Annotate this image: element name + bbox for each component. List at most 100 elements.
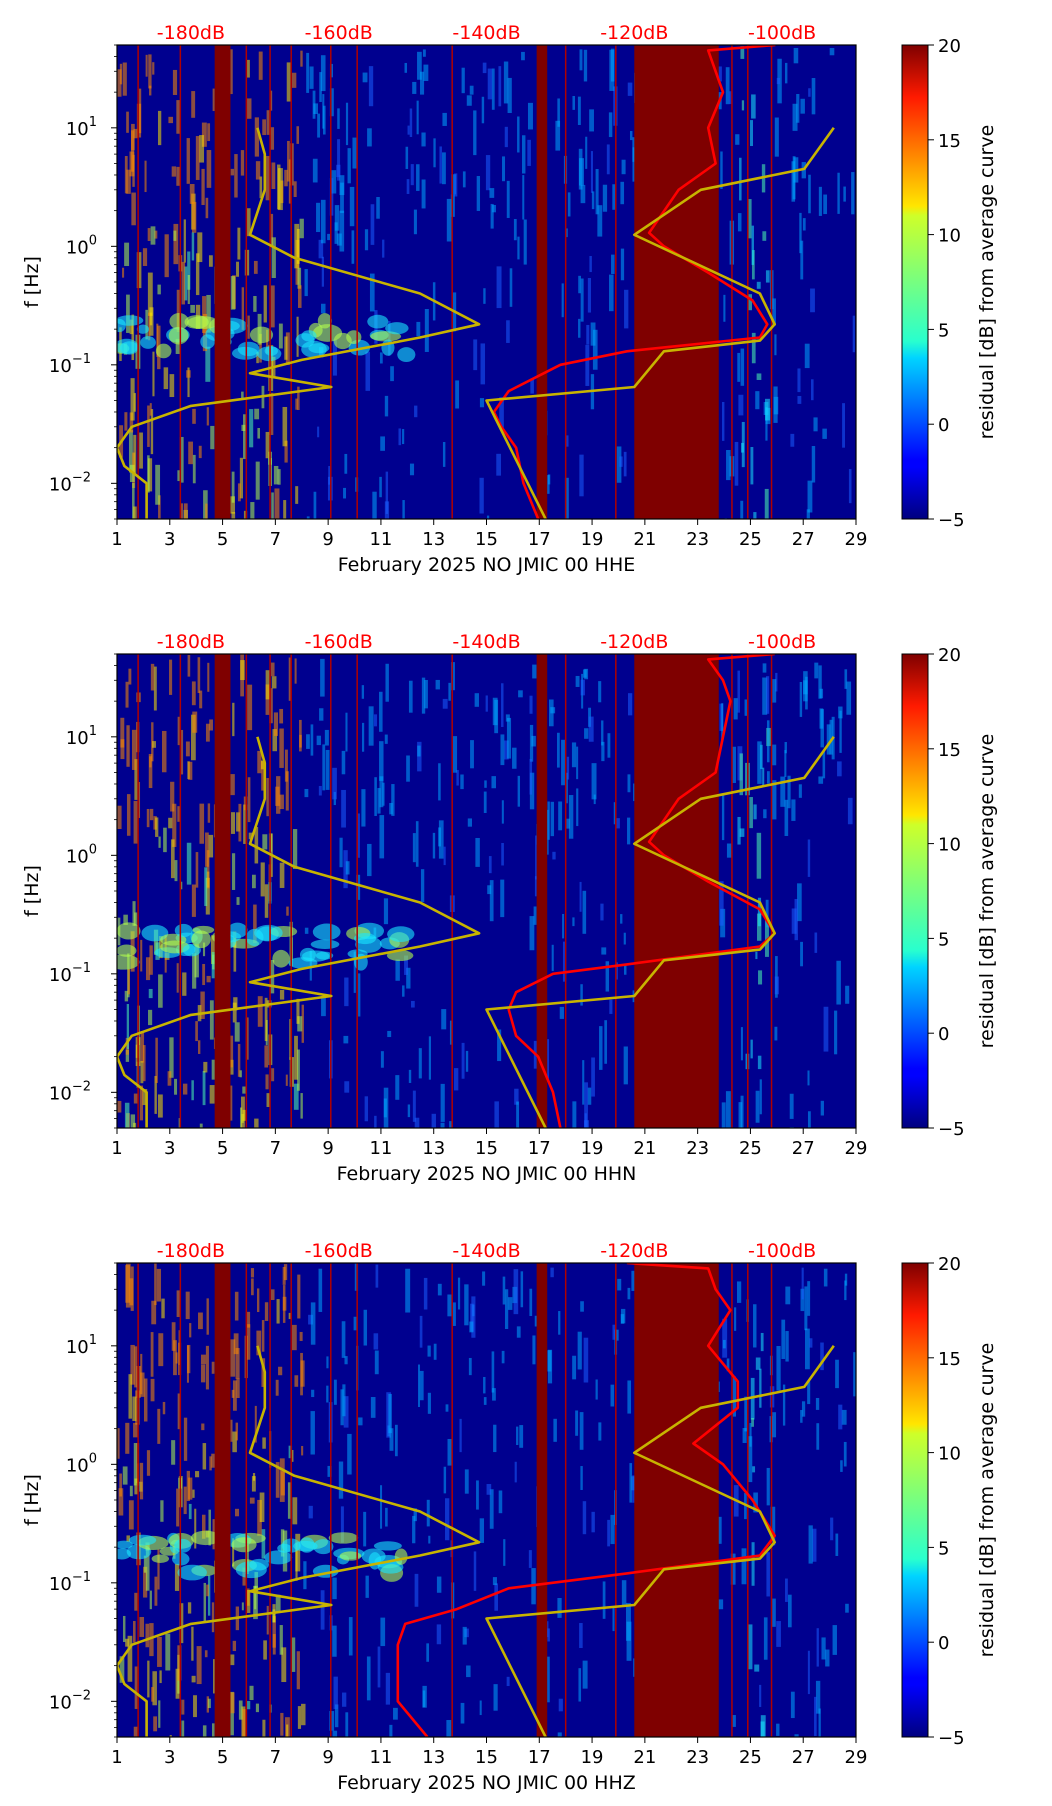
saturated-band-3 <box>536 45 548 519</box>
plot-area <box>117 1263 856 1737</box>
series-line-2 <box>485 736 835 1128</box>
colorbar-tick-label-4: 5 <box>938 1538 949 1559</box>
x-tick-label-1: 1 <box>111 1138 122 1159</box>
y-axis-label: f [Hz] <box>21 1474 43 1526</box>
x-axis-label: February 2025 NO JMIC 00 HHZ <box>337 1772 636 1794</box>
colorbar-tick-label-1: 20 <box>938 1254 961 1275</box>
top-db-label-2: -160dB <box>305 22 373 44</box>
x-tick-label-15: 29 <box>845 1747 868 1768</box>
x-tick-label-5: 9 <box>322 1747 333 1768</box>
colorbar-tick-label-3: 10 <box>938 226 961 247</box>
x-tick-label-13: 25 <box>739 529 762 550</box>
y-tick-label-3: 10−1 <box>49 1570 91 1595</box>
x-tick-label-11: 21 <box>633 529 656 550</box>
series-line-1 <box>492 45 776 519</box>
series-line-3 <box>117 736 481 1128</box>
x-tick-label-7: 13 <box>422 1138 445 1159</box>
saturated-band-1 <box>634 45 719 519</box>
x-tick-label-3: 5 <box>217 529 228 550</box>
x-tick-label-15: 29 <box>845 1138 868 1159</box>
saturated-band-3 <box>536 654 548 1128</box>
x-tick-label-7: 13 <box>422 529 445 550</box>
x-tick-label-1: 1 <box>111 529 122 550</box>
x-tick-label-12: 23 <box>686 1138 709 1159</box>
colorbar-label: residual [dB] from average curve <box>976 125 998 440</box>
x-tick-label-14: 27 <box>792 1138 815 1159</box>
x-tick-label-3: 5 <box>217 1138 228 1159</box>
saturated-band-2 <box>214 654 231 1128</box>
x-tick-label-9: 17 <box>528 1747 551 1768</box>
saturated-band-2 <box>214 1263 231 1737</box>
y-tick-label-4: 10−2 <box>49 1079 91 1104</box>
x-tick-label-10: 19 <box>581 1747 604 1768</box>
x-tick-label-12: 23 <box>686 529 709 550</box>
top-db-label-2: -160dB <box>305 1240 373 1262</box>
colorbar-tick-label-4: 5 <box>938 929 949 950</box>
x-tick-label-2: 3 <box>164 529 175 550</box>
series-line-2 <box>485 1345 835 1737</box>
x-tick-label-4: 7 <box>270 1747 281 1768</box>
x-tick-label-7: 13 <box>422 1747 445 1768</box>
x-tick-label-8: 15 <box>475 1747 498 1768</box>
y-tick-label-3: 10−1 <box>49 961 91 986</box>
colorbar-tick-label-3: 10 <box>938 1444 961 1465</box>
series-line-3 <box>117 1345 481 1737</box>
colorbar-tick-label-2: 15 <box>938 131 961 152</box>
top-db-label-1: -180dB <box>157 631 225 653</box>
series-line-3 <box>117 127 481 519</box>
y-tick-label-2: 100 <box>66 233 97 258</box>
plot-area <box>117 654 856 1128</box>
x-tick-label-1: 1 <box>111 1747 122 1768</box>
x-tick-label-14: 27 <box>792 1747 815 1768</box>
x-tick-label-2: 3 <box>164 1747 175 1768</box>
top-db-label-1: -180dB <box>157 22 225 44</box>
y-tick-label-2: 100 <box>66 1451 97 1476</box>
colorbar-tick-label-4: 5 <box>938 320 949 341</box>
saturated-band-1 <box>634 1263 719 1737</box>
x-tick-label-5: 9 <box>322 529 333 550</box>
y-axis-label: f [Hz] <box>21 865 43 917</box>
x-tick-label-8: 15 <box>475 1138 498 1159</box>
colorbar-tick-label-1: 20 <box>938 645 961 666</box>
colorbar <box>901 44 929 520</box>
y-tick-label-3: 10−1 <box>49 352 91 377</box>
saturated-band-2 <box>214 45 231 519</box>
colorbar-tick-label-5: 0 <box>938 1024 949 1045</box>
colorbar-tick-label-3: 10 <box>938 835 961 856</box>
series-line-2 <box>485 127 835 519</box>
saturated-band-3 <box>536 1263 548 1737</box>
plot-area <box>117 45 856 519</box>
top-db-label-3: -140dB <box>452 22 520 44</box>
y-tick-label-4: 10−2 <box>49 1688 91 1713</box>
x-tick-label-13: 25 <box>739 1747 762 1768</box>
x-tick-label-10: 19 <box>581 529 604 550</box>
top-db-label-4: -120dB <box>600 1240 668 1262</box>
top-db-label-5: -100dB <box>748 22 816 44</box>
y-axis-label: f [Hz] <box>21 256 43 308</box>
colorbar-tick-label-6: −5 <box>938 1728 965 1749</box>
colorbar-tick-label-5: 0 <box>938 415 949 436</box>
y-tick-label-1: 101 <box>66 724 97 749</box>
x-tick-label-4: 7 <box>270 1138 281 1159</box>
y-tick-label-1: 101 <box>66 1333 97 1358</box>
colorbar-tick-label-2: 15 <box>938 740 961 761</box>
x-tick-label-13: 25 <box>739 1138 762 1159</box>
x-tick-label-14: 27 <box>792 529 815 550</box>
x-tick-label-2: 3 <box>164 1138 175 1159</box>
colorbar-tick-label-1: 20 <box>938 36 961 57</box>
colorbar-label: residual [dB] from average curve <box>976 1343 998 1658</box>
x-tick-label-4: 7 <box>270 529 281 550</box>
y-tick-label-1: 101 <box>66 115 97 140</box>
x-tick-label-11: 21 <box>633 1747 656 1768</box>
top-db-label-3: -140dB <box>452 631 520 653</box>
top-db-label-2: -160dB <box>305 631 373 653</box>
saturated-band-1 <box>634 654 719 1128</box>
x-axis-label: February 2025 NO JMIC 00 HHE <box>338 554 636 576</box>
top-db-label-3: -140dB <box>452 1240 520 1262</box>
colorbar-tick-label-6: −5 <box>938 510 965 531</box>
x-tick-label-11: 21 <box>633 1138 656 1159</box>
x-tick-label-5: 9 <box>322 1138 333 1159</box>
